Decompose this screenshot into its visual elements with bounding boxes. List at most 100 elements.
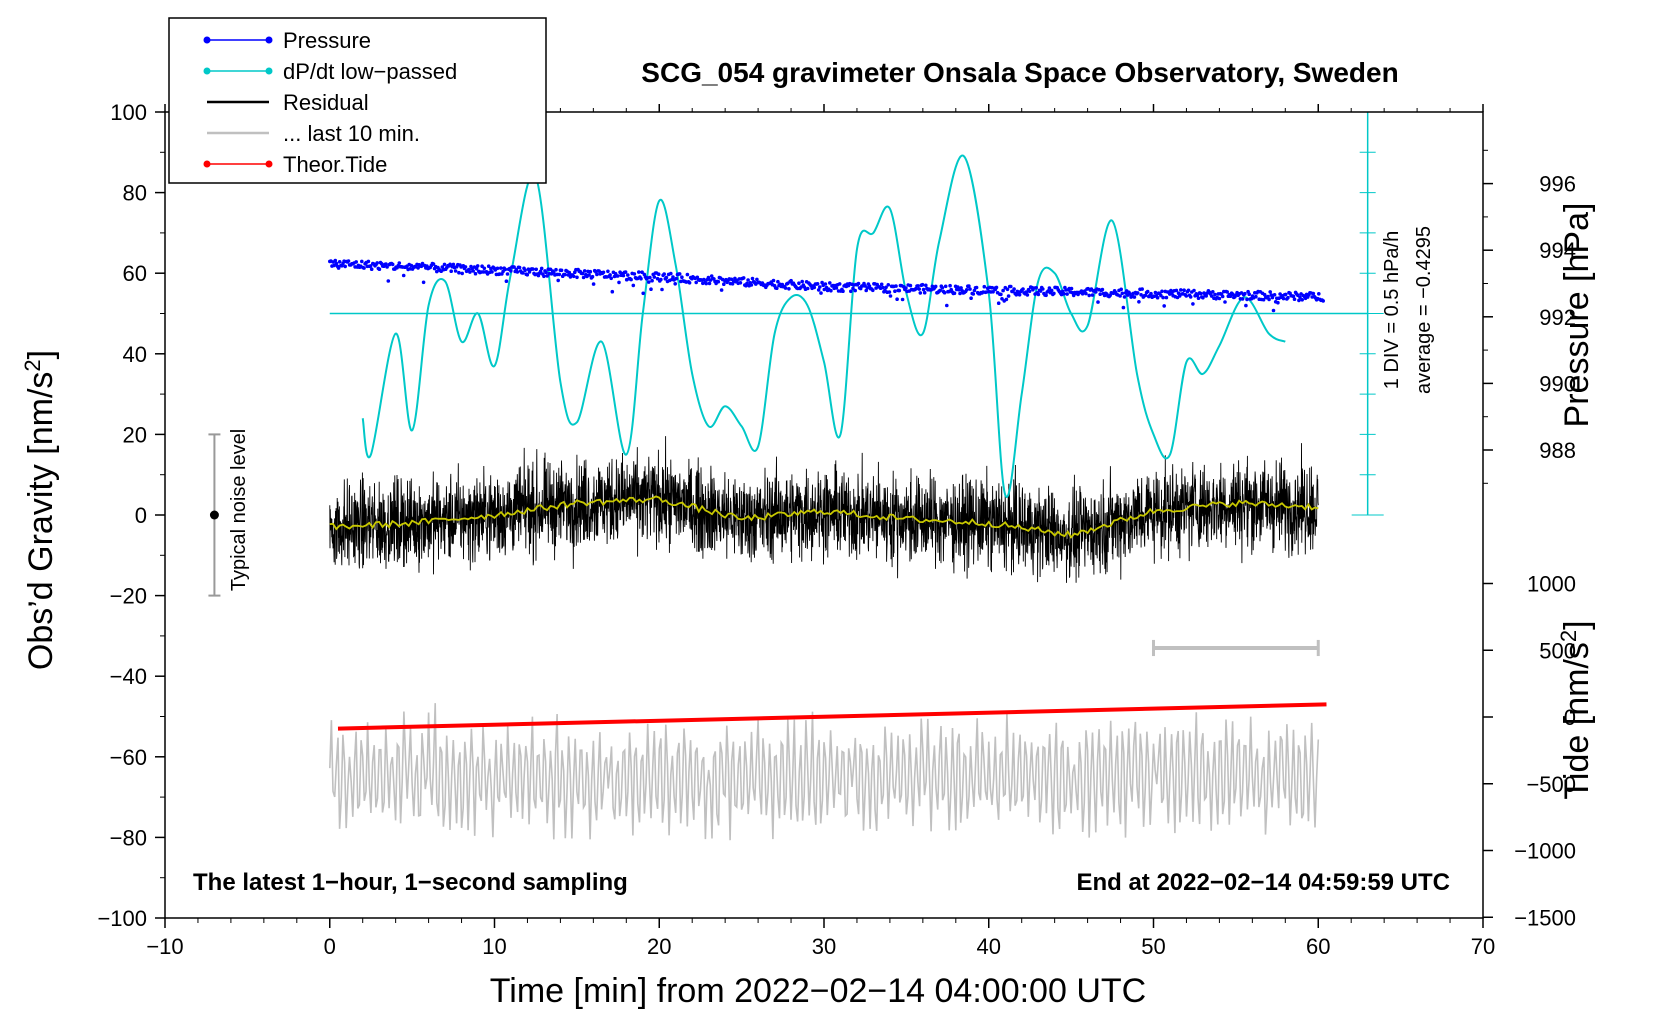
pressure-point — [1161, 295, 1165, 300]
pressure-point — [386, 279, 391, 283]
pressure-point — [755, 277, 759, 282]
pressure-point — [649, 287, 653, 292]
pressure-point — [819, 291, 823, 295]
pressure-point — [1247, 292, 1251, 297]
pressure-point — [431, 262, 436, 266]
last-10-min-trace — [329, 703, 1320, 841]
x-tick-label: 30 — [812, 934, 836, 959]
tide-tick-label: −1000 — [1514, 839, 1576, 864]
pressure-point — [887, 290, 892, 294]
pressure-point — [914, 286, 918, 291]
pressure-point — [499, 266, 503, 270]
legend-dpdt-marker-end — [265, 67, 273, 75]
legend-pressure-marker-start — [203, 36, 211, 44]
scale-average-text: average = −0.4295 — [1413, 226, 1435, 394]
pressure-point — [509, 269, 513, 273]
pressure-point — [641, 291, 645, 296]
pressure-point — [897, 288, 902, 293]
pressure-point — [626, 273, 630, 277]
pressure-point — [996, 301, 1001, 306]
pressure-point — [856, 281, 861, 286]
pressure-point — [637, 270, 641, 274]
pressure-point — [468, 270, 472, 274]
pressure-point — [545, 274, 549, 278]
pressure-point — [908, 283, 913, 288]
pressure-point — [741, 276, 746, 280]
pressure-point — [805, 286, 810, 291]
pressure-point — [1155, 295, 1160, 300]
pressure-point — [1164, 295, 1169, 300]
pressure-point — [1191, 302, 1195, 306]
y-tick-label: 100 — [110, 100, 147, 125]
pressure-point — [337, 260, 342, 264]
pressure-point — [999, 292, 1003, 297]
pressure-point — [746, 278, 750, 282]
pressure-point — [503, 267, 508, 272]
pressure-point — [1160, 289, 1164, 294]
x-tick-label: 70 — [1471, 934, 1495, 959]
pressure-point — [1220, 294, 1225, 299]
pressure-point — [609, 276, 613, 281]
pressure-point — [1041, 287, 1045, 291]
x-axis-title: Time [min] from 2022−02−14 04:00:00 UTC — [490, 972, 1146, 1010]
legend: Pressure dP/dt low−passed Residual ... l… — [168, 17, 547, 184]
pressure-point — [664, 275, 669, 280]
pressure-point — [1062, 291, 1066, 296]
pressure-point — [1036, 292, 1041, 297]
pressure-point — [354, 260, 359, 264]
pressure-point — [610, 289, 615, 294]
pressure-tick-label: 988 — [1539, 438, 1576, 463]
pressure-point — [823, 282, 828, 286]
pressure-point — [958, 291, 962, 296]
y-tick-label: 40 — [123, 342, 147, 367]
pressure-point — [1052, 291, 1056, 296]
pressure-point — [706, 275, 711, 280]
pressure-point — [918, 291, 923, 295]
pressure-point — [512, 265, 516, 269]
pressure-point — [771, 278, 776, 283]
pressure-point — [893, 289, 897, 294]
y-tick-label: 80 — [123, 181, 147, 206]
pressure-point — [816, 288, 821, 292]
pressure-point — [333, 258, 338, 263]
pressure-point — [834, 286, 839, 290]
pressure-point — [482, 266, 487, 271]
pressure-point — [1021, 287, 1025, 291]
pressure-point — [517, 265, 522, 270]
pressure-point — [716, 279, 721, 284]
pressure-point — [938, 288, 942, 293]
chart-title: SCG_054 gravimeter Onsala Space Observat… — [641, 57, 1398, 88]
tide-tick-label: −500 — [1526, 772, 1576, 797]
y-axis-label-left: Obs’d Gravity [nm/s2] — [20, 350, 60, 670]
pressure-point — [1132, 295, 1137, 299]
pressure-point — [940, 286, 945, 290]
pressure-point — [652, 275, 657, 279]
pressure-point — [1283, 292, 1288, 297]
pressure-point — [942, 290, 947, 295]
pressure-point — [1192, 288, 1196, 293]
pressure-point — [449, 269, 454, 274]
pressure-point — [617, 280, 621, 285]
pressure-point — [662, 272, 666, 276]
pressure-point — [1317, 292, 1321, 296]
pressure-tick-label: 992 — [1539, 305, 1576, 330]
pressure-point — [621, 273, 626, 278]
pressure-point — [800, 279, 804, 284]
pressure-point — [1139, 293, 1143, 297]
pressure-point — [671, 275, 675, 279]
pressure-point — [1297, 298, 1301, 303]
pressure-point — [829, 288, 833, 293]
pressure-point — [1143, 293, 1148, 298]
pressure-point — [334, 261, 339, 266]
pressure-point — [895, 297, 899, 302]
pressure-point — [1119, 287, 1123, 292]
pressure-tick-label: 990 — [1539, 371, 1576, 396]
pressure-point — [631, 283, 636, 288]
pressure-point — [563, 272, 567, 277]
pressure-point — [968, 287, 972, 291]
pressure-point — [655, 276, 660, 281]
pressure-point — [704, 281, 708, 286]
pressure-point — [694, 280, 698, 285]
pressure-point — [745, 281, 749, 286]
pressure-point — [1137, 300, 1141, 304]
